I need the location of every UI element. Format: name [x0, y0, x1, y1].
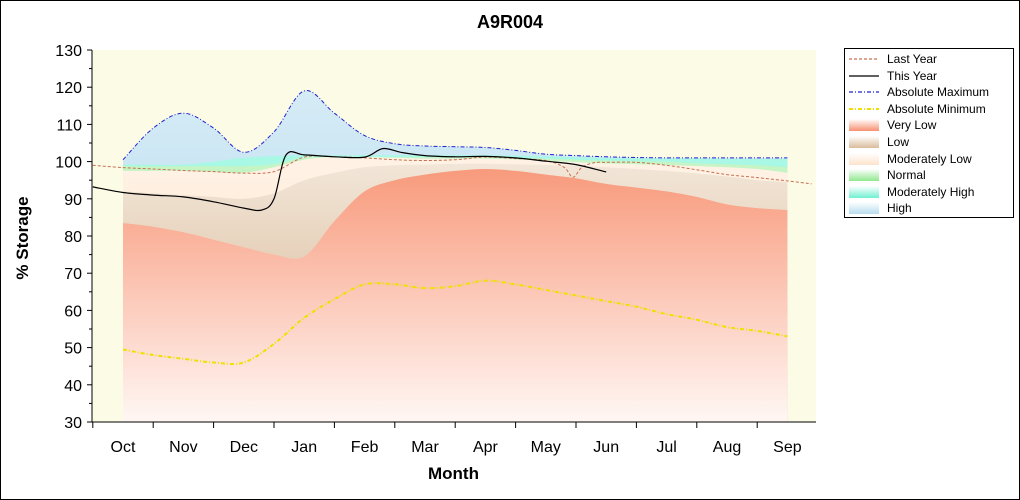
band-areas: [123, 90, 788, 422]
legend-item: High: [845, 200, 1013, 217]
legend-item: Normal: [845, 167, 1013, 184]
x-tick-label: Mar: [411, 439, 439, 456]
y-tick-label: 30: [64, 415, 82, 432]
legend-label: Normal: [887, 168, 926, 183]
legend-item: Low: [845, 134, 1013, 151]
y-tick-label: 120: [55, 80, 82, 97]
legend-item: Moderately High: [845, 184, 1013, 201]
chart-title: A9R004: [476, 12, 544, 32]
legend-item: Last Year: [845, 51, 1013, 68]
legend-swatch: [849, 152, 879, 165]
x-tick-label: Feb: [351, 439, 379, 456]
legend-label: Absolute Maximum: [887, 85, 990, 100]
x-tick-label: May: [531, 439, 561, 456]
y-tick-label: 50: [64, 341, 82, 358]
legend-swatch: [849, 119, 879, 132]
legend-label: Moderately Low: [887, 151, 972, 166]
axes: 30 40 50 60 70 80 90 100 110 120 130 Oct Nov Dec Jan Fe…: [55, 43, 816, 456]
y-tick-label: 40: [64, 378, 82, 395]
legend-item: Absolute Minimum: [845, 101, 1013, 118]
x-tick-label: Sep: [773, 439, 802, 456]
legend: Last Year This Year Absolute Maximum Absolu…: [844, 48, 1014, 218]
legend-item: Moderately Low: [845, 151, 1013, 168]
y-axis-label: % Storage: [13, 196, 32, 280]
series-absolute-minimum: [122, 279, 788, 366]
legend-swatch: [849, 103, 879, 115]
legend-item: Very Low: [845, 117, 1013, 134]
x-tick-label: Oct: [111, 439, 136, 456]
y-tick-label: 80: [64, 229, 82, 246]
legend-label: Very Low: [887, 118, 937, 133]
series-absolute-maximum: [122, 90, 788, 161]
legend-label: High: [887, 201, 912, 216]
y-tick-label: 130: [55, 43, 82, 60]
legend-swatch: [849, 169, 879, 182]
legend-label: This Year: [887, 68, 938, 83]
y-tick-label: 100: [55, 155, 82, 172]
x-tick-label: Dec: [230, 439, 258, 456]
y-tick-label: 90: [64, 192, 82, 209]
y-tick-label: 110: [56, 117, 82, 134]
legend-swatch: [849, 86, 879, 98]
legend-item: This Year: [845, 68, 1013, 85]
series-last-year: [92, 155, 812, 185]
legend-label: Absolute Minimum: [887, 101, 986, 116]
x-tick-label: Jun: [593, 439, 619, 456]
series-this-year: [92, 147, 607, 212]
x-axis-label: Month: [428, 464, 479, 483]
x-tick-label: Nov: [169, 439, 197, 456]
legend-swatch: [849, 70, 879, 82]
legend-swatch: [849, 202, 879, 215]
series-lines: [92, 90, 812, 366]
legend-item: Absolute Maximum: [845, 84, 1013, 101]
legend-swatch: [849, 136, 879, 148]
legend-label: Last Year: [887, 52, 938, 66]
x-tick-label: Jul: [656, 439, 676, 456]
legend-label: Low: [887, 135, 910, 149]
x-tick-label: Aug: [713, 439, 741, 456]
y-tick-label: 70: [64, 266, 82, 283]
band-very-low: [123, 169, 788, 422]
legend-label: Moderately High: [887, 184, 975, 199]
legend-swatch: [849, 53, 879, 65]
legend-swatch: [849, 185, 879, 198]
x-tick-label: Apr: [473, 439, 499, 456]
x-tick-label: Jan: [291, 439, 317, 456]
y-tick-label: 60: [64, 303, 82, 320]
